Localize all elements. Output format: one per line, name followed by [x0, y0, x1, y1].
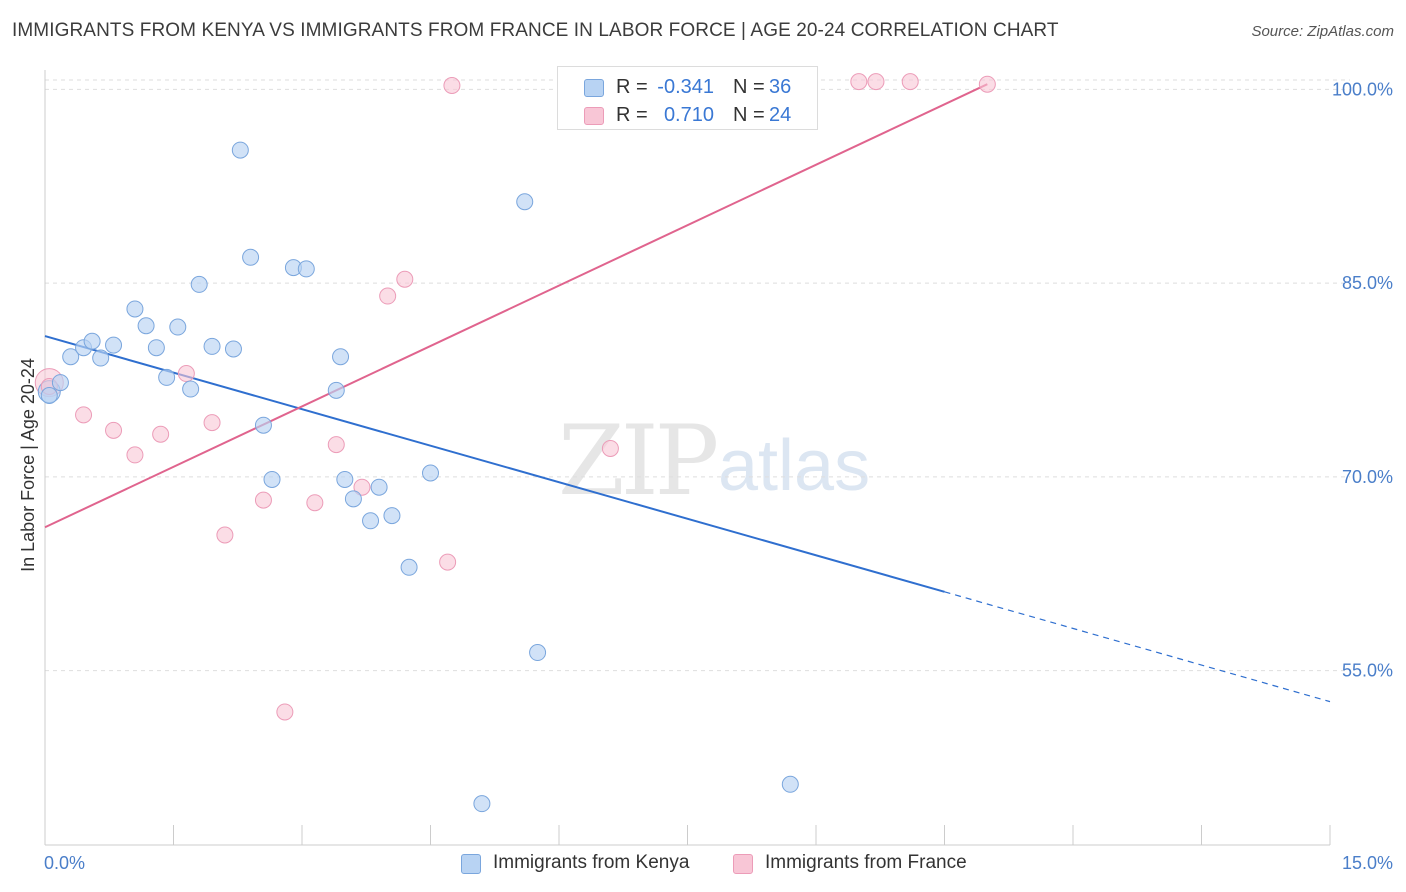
point-france [327, 436, 345, 454]
point-france [126, 446, 144, 464]
n-label: N = [733, 76, 765, 98]
kenya-swatch [584, 79, 604, 97]
point-france [850, 73, 868, 91]
chart-title: IMMIGRANTS FROM KENYA VS IMMIGRANTS FROM… [12, 20, 1059, 41]
point-kenya [40, 387, 58, 404]
legend-label-kenya: Immigrants from Kenya [493, 852, 690, 873]
legend-row-kenya: R = -0.341 N = 36 [558, 75, 817, 103]
france-swatch [584, 107, 604, 125]
point-kenya [383, 507, 401, 525]
n-value: 24 [769, 104, 792, 126]
point-kenya [137, 317, 155, 335]
y-tick-label: 55.0% [1342, 661, 1393, 681]
point-kenya [203, 337, 221, 355]
point-kenya [62, 348, 80, 366]
y-tick-label: 85.0% [1342, 273, 1393, 293]
watermark-zip: ZIP [558, 405, 717, 517]
legend-row-france: R = 0.710 N = 24 [558, 103, 817, 131]
y-tick-labels: 55.0% 70.0% 85.0% 100.0% [1332, 79, 1393, 680]
point-france [75, 406, 93, 424]
r-value: -0.341 [657, 76, 714, 98]
point-kenya [224, 340, 242, 358]
y-axis-label: In Labor Force | Age 20-24 [18, 358, 38, 572]
point-france [152, 425, 170, 443]
point-kenya [126, 300, 144, 318]
point-kenya [231, 141, 249, 159]
trendline-kenya-extension [944, 591, 1331, 703]
trend-lines [44, 83, 1331, 703]
point-france [601, 439, 619, 457]
point-kenya [516, 193, 534, 211]
point-kenya [370, 478, 388, 496]
point-kenya [92, 349, 110, 367]
point-kenya [242, 248, 260, 266]
watermark-atlas: atlas [718, 426, 870, 506]
point-kenya [362, 512, 380, 530]
point-france [867, 73, 885, 91]
trendline-france [44, 83, 988, 529]
y-tick-label: 70.0% [1342, 467, 1393, 487]
data-points [34, 73, 996, 813]
series-legend: Immigrants from Kenya Immigrants from Fr… [0, 852, 1406, 878]
point-france [276, 703, 294, 721]
point-kenya [781, 775, 799, 793]
point-kenya [105, 336, 123, 354]
point-france [396, 270, 414, 288]
x-tick-label-min: 0.0% [44, 853, 85, 873]
point-france [306, 494, 324, 512]
point-kenya [473, 795, 491, 813]
point-france [177, 365, 195, 383]
point-kenya [254, 416, 272, 434]
point-france [353, 478, 371, 496]
point-kenya [51, 374, 69, 392]
kenya-swatch [461, 854, 481, 874]
point-france [901, 73, 919, 91]
point-france [254, 491, 272, 509]
axes [44, 70, 1331, 846]
r-value: 0.710 [663, 104, 714, 126]
point-france [379, 287, 397, 305]
r-label: R = [616, 76, 648, 98]
point-kenya [332, 348, 350, 366]
point-france [203, 414, 221, 432]
point-kenya [169, 318, 187, 336]
france-swatch [733, 854, 753, 874]
trendline-kenya [44, 335, 945, 593]
point-kenya [83, 332, 101, 350]
y-tick-label: 100.0% [1332, 79, 1393, 99]
point-kenya [327, 381, 345, 399]
point-kenya [529, 644, 547, 662]
point-kenya [336, 470, 354, 488]
grid-lines [45, 79, 1350, 672]
n-value: 36 [769, 76, 792, 98]
n-label: N = [733, 104, 765, 126]
legend-label-france: Immigrants from France [765, 852, 967, 873]
point-kenya [158, 368, 176, 386]
correlation-legend: R = -0.341 N = 36 R = 0.710 N = 24 [557, 66, 818, 130]
point-france [978, 75, 996, 93]
x-tick-label-max: 15.0% [1342, 853, 1393, 873]
x-tick-labels: 0.0% 15.0% [44, 853, 1393, 873]
watermark: ZIP atlas [558, 405, 870, 517]
point-kenya [147, 339, 165, 357]
point-france [439, 553, 457, 571]
point-kenya [297, 260, 315, 278]
point-kenya [182, 380, 200, 398]
source-credit: Source: ZipAtlas.com [1251, 23, 1394, 40]
point-france [105, 421, 123, 439]
point-kenya [344, 490, 362, 508]
point-kenya [190, 275, 208, 293]
point-france [443, 77, 461, 94]
point-kenya [400, 558, 418, 576]
point-france [216, 526, 234, 544]
point-kenya [263, 470, 281, 488]
r-label: R = [616, 104, 648, 126]
point-kenya [422, 464, 439, 482]
